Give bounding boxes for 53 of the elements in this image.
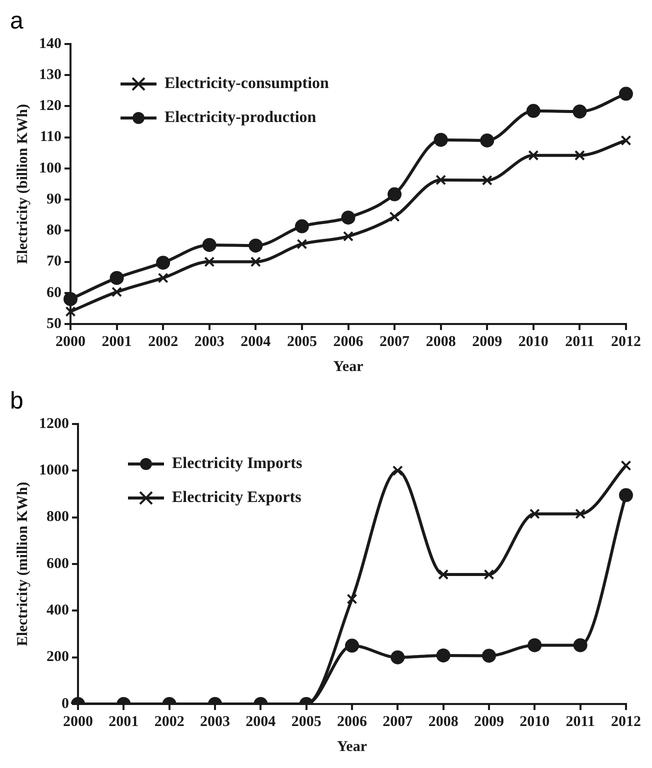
x-axis-title: Year: [333, 358, 364, 375]
x-tick-label: 2011: [566, 714, 595, 730]
y-tick-label: 1000: [39, 462, 69, 479]
x-tick-label: 2005: [286, 334, 317, 350]
legend-label: Electricity Imports: [172, 455, 302, 472]
x-tick-label: 2004: [246, 714, 276, 730]
x-tick-label: 2012: [611, 334, 641, 350]
x-tick-label: 2000: [56, 334, 86, 350]
x-tick-label: 2006: [333, 334, 364, 350]
legend-label: Electricity Exports: [172, 489, 302, 506]
x-tick-label: 2012: [611, 714, 641, 730]
x-tick-label: 2007: [380, 334, 410, 350]
y-tick-label: 130: [39, 66, 62, 83]
y-axis-title: Electricity (million KWh): [14, 482, 31, 646]
legend-label: Electricity-consumption: [164, 75, 330, 92]
x-tick-label: 2001: [102, 334, 132, 350]
y-tick-label: 600: [46, 556, 69, 572]
x-tick-label: 2010: [520, 714, 550, 730]
x-tick-label: 2005: [291, 714, 322, 730]
x-tick-label: 2002: [154, 714, 184, 730]
x-tick-label: 2004: [240, 334, 272, 350]
x-tick-label: 2008: [426, 334, 456, 350]
legend-label: Electricity-production: [164, 109, 316, 126]
y-tick-label: 140: [39, 36, 62, 52]
x-tick-label: 2006: [337, 714, 368, 730]
chart-title: a: [10, 8, 24, 35]
x-tick-label: 2007: [382, 714, 414, 730]
x-tick-label: 2011: [565, 334, 594, 350]
y-tick-label: 90: [46, 191, 62, 208]
x-tick-label: 2009: [474, 714, 504, 730]
x-tick-label: 2000: [63, 714, 93, 730]
x-axis-title: Year: [337, 738, 368, 755]
y-tick-label: 80: [46, 222, 62, 239]
x-tick-label: 2003: [194, 334, 224, 350]
chart-title: b: [10, 388, 24, 415]
x-tick-label: 2009: [472, 334, 502, 350]
y-tick-label: 50: [46, 316, 62, 332]
x-tick-label: 2010: [518, 334, 548, 350]
y-tick-label: 200: [46, 649, 69, 666]
x-tick-label: 2002: [148, 334, 178, 350]
y-tick-label: 1200: [39, 416, 69, 432]
y-tick-label: 0: [62, 696, 69, 712]
y-axis-title: Electricity (billion KWh): [14, 104, 31, 264]
y-tick-label: 100: [39, 160, 62, 176]
x-tick-label: 2003: [200, 714, 230, 730]
x-tick-label: 2001: [108, 714, 139, 730]
y-tick-label: 120: [39, 98, 62, 114]
x-tick-label: 2008: [428, 714, 458, 730]
y-tick-label: 60: [46, 284, 62, 301]
y-tick-label: 110: [40, 129, 62, 146]
y-tick-label: 400: [46, 602, 69, 619]
y-tick-label: 800: [46, 509, 69, 526]
y-tick-label: 70: [46, 254, 62, 270]
